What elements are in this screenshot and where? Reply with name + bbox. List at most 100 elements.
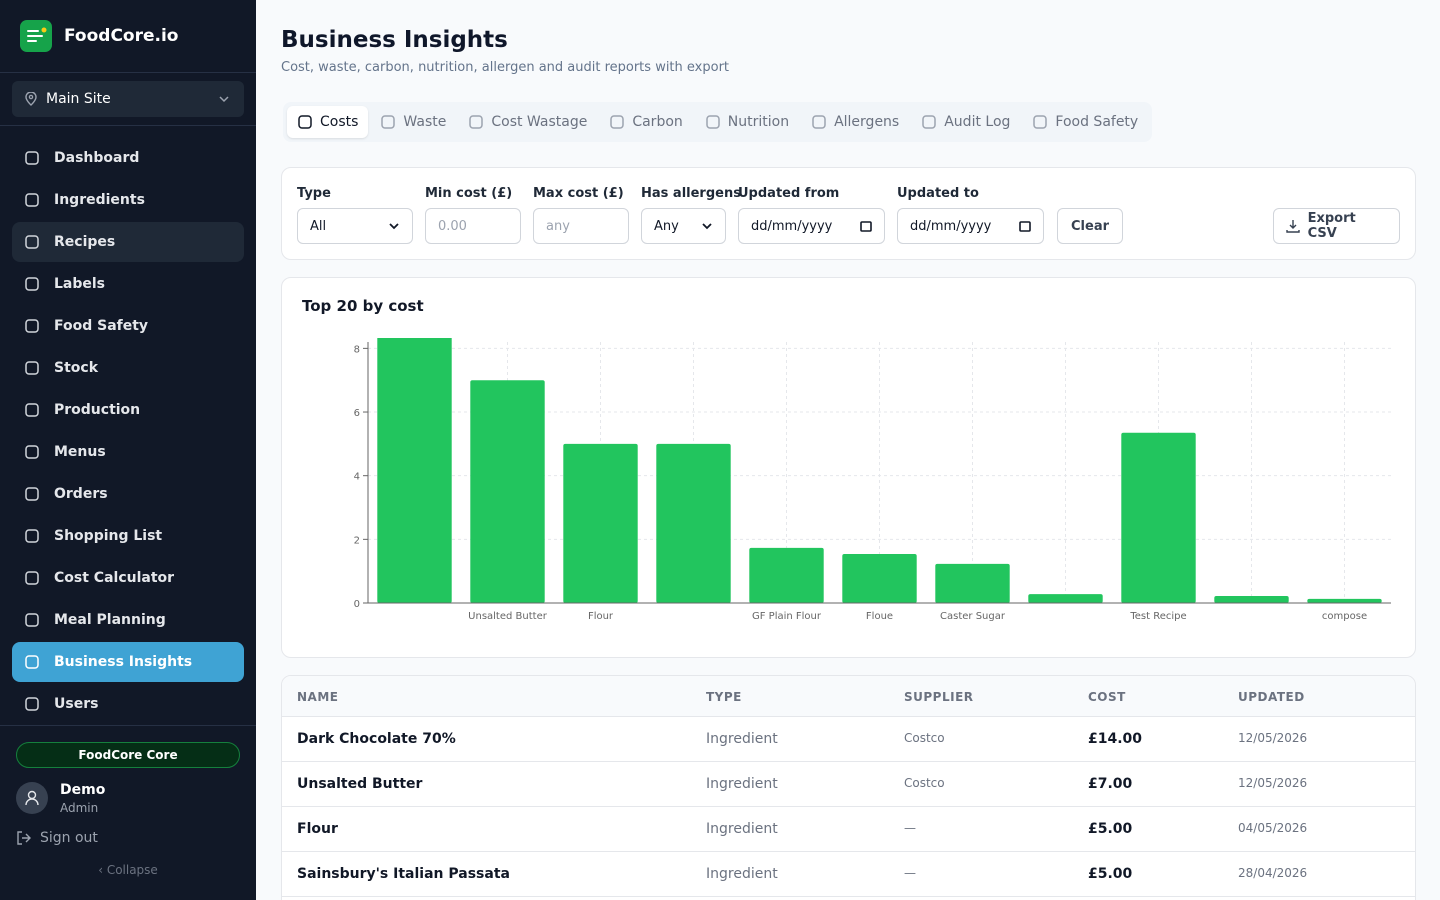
bar bbox=[377, 338, 452, 603]
filter-control[interactable]: Any bbox=[641, 208, 726, 244]
column-header: COST bbox=[1088, 690, 1126, 704]
nav-item[interactable]: Food Safety bbox=[12, 306, 244, 346]
tab-label: Cost Wastage bbox=[491, 114, 588, 130]
nav-item[interactable]: Cost Calculator bbox=[12, 558, 244, 598]
tab[interactable]: Nutrition bbox=[695, 106, 799, 138]
tab-label: Waste bbox=[403, 114, 447, 130]
table-cell: 12/05/2026 bbox=[1238, 776, 1308, 790]
chevron: ‹ bbox=[98, 863, 107, 877]
site-select[interactable]: Main Site bbox=[12, 81, 244, 117]
icon-shape bbox=[25, 403, 39, 417]
nav-label: Meal Planning bbox=[54, 612, 166, 628]
icon-shape bbox=[25, 193, 39, 207]
filter-control[interactable]: dd/mm/yyyy bbox=[738, 208, 885, 244]
tab[interactable]: Food Safety bbox=[1022, 106, 1148, 138]
icon-shape bbox=[25, 361, 39, 375]
icon bbox=[25, 445, 39, 459]
nav-item[interactable]: Dashboard bbox=[12, 138, 244, 178]
nav-item[interactable]: Meal Planning bbox=[12, 600, 244, 640]
icon-shape bbox=[610, 115, 625, 129]
divider bbox=[0, 125, 256, 126]
nav-item[interactable]: Orders bbox=[12, 474, 244, 514]
filter-label: Min cost (£) bbox=[425, 186, 513, 201]
nav-label: Recipes bbox=[54, 234, 116, 250]
bar bbox=[1214, 595, 1289, 603]
nav-item[interactable]: Stock bbox=[12, 348, 244, 388]
tab-label: Allergens bbox=[834, 114, 900, 130]
table-row[interactable] bbox=[282, 852, 1415, 897]
table-cell: Dark Chocolate 70% bbox=[297, 731, 456, 747]
y-tick-label: 8 bbox=[354, 344, 360, 355]
icon bbox=[25, 403, 39, 417]
nav-item[interactable]: Shopping List bbox=[12, 516, 244, 556]
icon bbox=[25, 697, 39, 711]
nav-item[interactable]: Production bbox=[12, 390, 244, 430]
export-button[interactable]: Export CSV bbox=[1273, 208, 1400, 244]
user-name: Demo bbox=[60, 782, 106, 798]
x-tick-label: Unsalted Butter bbox=[468, 611, 548, 622]
sign-out[interactable]: Sign out bbox=[40, 830, 98, 846]
filter-label: Updated from bbox=[738, 186, 840, 201]
icon bbox=[610, 115, 625, 129]
chevron bbox=[702, 223, 712, 230]
page-title: Business Insights bbox=[281, 27, 508, 53]
table-row[interactable] bbox=[282, 807, 1415, 852]
bar bbox=[1121, 432, 1196, 603]
table-cell: Ingredient bbox=[706, 731, 778, 747]
tab[interactable]: Cost Wastage bbox=[458, 106, 597, 138]
table-row[interactable] bbox=[282, 762, 1415, 807]
nav-item[interactable]: Ingredients bbox=[12, 180, 244, 220]
bars bbox=[377, 338, 1382, 603]
tab[interactable]: Audit Log bbox=[911, 106, 1020, 138]
bar bbox=[749, 547, 824, 603]
nav-label: Stock bbox=[54, 360, 99, 376]
filter-control[interactable]: dd/mm/yyyy bbox=[897, 208, 1044, 244]
clear-button[interactable]: Clear bbox=[1057, 208, 1123, 244]
tab[interactable]: Costs bbox=[287, 106, 369, 138]
filter-control[interactable]: any bbox=[533, 208, 629, 244]
chevron bbox=[219, 96, 229, 103]
tab[interactable]: Carbon bbox=[599, 106, 692, 138]
x-tick-label: compose bbox=[1322, 611, 1367, 622]
control-icon bbox=[860, 221, 872, 232]
placeholder: 0.00 bbox=[438, 218, 467, 234]
nav-item[interactable]: Recipes bbox=[12, 222, 244, 262]
icon bbox=[25, 319, 39, 333]
y-tick-label: 4 bbox=[354, 472, 360, 483]
collapse[interactable]: ‹ Collapse bbox=[0, 863, 256, 877]
nav-item[interactable]: Menus bbox=[12, 432, 244, 472]
icon-shape bbox=[25, 151, 39, 165]
bar bbox=[656, 443, 731, 603]
table-row[interactable] bbox=[282, 717, 1415, 762]
icon bbox=[25, 277, 39, 291]
y-tick-label: 0 bbox=[354, 599, 360, 610]
icon bbox=[298, 115, 312, 129]
nav-item[interactable]: Business Insights bbox=[12, 642, 244, 682]
icon-shape bbox=[25, 277, 39, 291]
logo bbox=[20, 20, 52, 52]
table-cell: 28/04/2026 bbox=[1238, 866, 1308, 880]
table-cell: Costco bbox=[904, 731, 945, 745]
download-icon bbox=[1286, 220, 1300, 233]
icon-shape bbox=[706, 115, 720, 129]
chevron bbox=[389, 223, 399, 230]
filter-control[interactable]: All bbox=[297, 208, 413, 244]
x-tick-label: Floue bbox=[866, 611, 893, 622]
chart: Top 20 by cost 0 2 4 6 8 Unsalted Butter Flour… bbox=[302, 297, 1391, 622]
nav-item[interactable]: Users bbox=[12, 684, 244, 724]
tab[interactable]: Allergens bbox=[801, 106, 909, 138]
icon-shape bbox=[1033, 115, 1048, 129]
nav-label: Dashboard bbox=[54, 150, 140, 166]
icon-shape bbox=[25, 235, 39, 249]
filter-label: Type bbox=[297, 186, 331, 201]
column-header: NAME bbox=[297, 690, 339, 704]
filter-control[interactable]: 0.00 bbox=[425, 208, 521, 244]
export-label: Export CSV bbox=[1307, 211, 1356, 241]
icon-shape bbox=[922, 115, 936, 129]
nav-item[interactable]: Labels bbox=[12, 264, 244, 304]
tab[interactable]: Waste bbox=[370, 106, 456, 138]
signout-icon bbox=[17, 831, 31, 845]
nav-label: Menus bbox=[54, 444, 106, 460]
table-cell: Flour bbox=[297, 821, 338, 837]
